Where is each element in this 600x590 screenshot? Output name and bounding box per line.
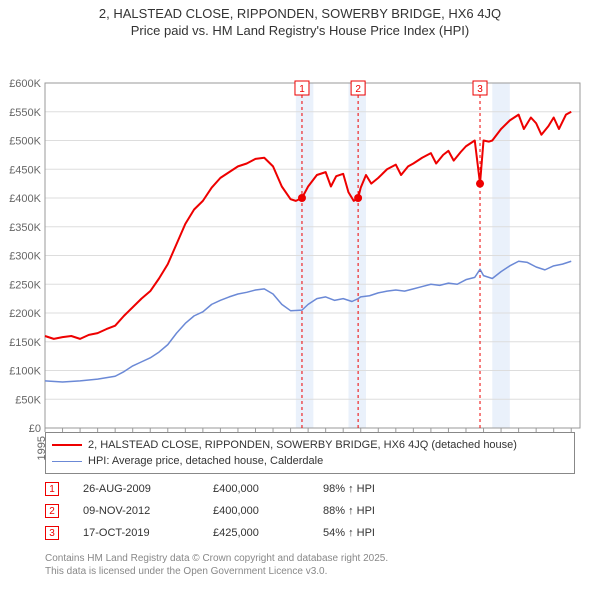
marker-price: £400,000	[213, 483, 323, 495]
legend-item: 2, HALSTEAD CLOSE, RIPPONDEN, SOWERBY BR…	[52, 437, 568, 453]
marker-pct: 98% ↑ HPI	[323, 483, 575, 495]
legend-swatch	[52, 461, 82, 462]
chart-container: 2, HALSTEAD CLOSE, RIPPONDEN, SOWERBY BR…	[0, 0, 600, 590]
legend: 2, HALSTEAD CLOSE, RIPPONDEN, SOWERBY BR…	[45, 432, 575, 474]
marker-flag-label: 3	[477, 84, 483, 95]
y-tick-label: £550K	[9, 107, 41, 119]
y-tick-label: £150K	[9, 337, 41, 349]
marker-flag-label: 1	[299, 84, 305, 95]
marker-date: 17-OCT-2019	[83, 527, 213, 539]
marker-date: 09-NOV-2012	[83, 505, 213, 517]
y-tick-label: £600K	[9, 78, 41, 90]
chart-titles: 2, HALSTEAD CLOSE, RIPPONDEN, SOWERBY BR…	[0, 0, 600, 38]
marker-badge: 2	[45, 504, 59, 518]
marker-row: 3 17-OCT-2019£425,00054% ↑ HPI	[45, 522, 575, 544]
marker-badge: 3	[45, 526, 59, 540]
marker-table: 1 26-AUG-2009£400,00098% ↑ HPI 2 09-NOV-201…	[45, 478, 575, 544]
marker-price: £400,000	[213, 505, 323, 517]
y-tick-label: £100K	[9, 366, 41, 378]
chart-title: 2, HALSTEAD CLOSE, RIPPONDEN, SOWERBY BR…	[0, 6, 600, 21]
attribution-line: This data is licensed under the Open Gov…	[45, 565, 575, 578]
attribution-line: Contains HM Land Registry data © Crown c…	[45, 552, 575, 565]
legend-swatch	[52, 444, 82, 446]
marker-date: 26-AUG-2009	[83, 483, 213, 495]
attribution: Contains HM Land Registry data © Crown c…	[45, 552, 575, 578]
marker-badge: 1	[45, 482, 59, 496]
y-tick-label: £300K	[9, 251, 41, 263]
legend-label: HPI: Average price, detached house, Cald…	[88, 455, 323, 467]
y-tick-label: £250K	[9, 279, 41, 291]
marker-point	[298, 194, 306, 202]
marker-price: £425,000	[213, 527, 323, 539]
marker-flag-label: 2	[355, 84, 361, 95]
marker-row: 1 26-AUG-2009£400,00098% ↑ HPI	[45, 478, 575, 500]
legend-label: 2, HALSTEAD CLOSE, RIPPONDEN, SOWERBY BR…	[88, 439, 517, 451]
marker-pct: 54% ↑ HPI	[323, 527, 575, 539]
y-tick-label: £400K	[9, 193, 41, 205]
marker-point	[476, 180, 484, 188]
y-tick-label: £500K	[9, 136, 41, 148]
y-tick-label: £0	[29, 423, 41, 435]
y-tick-label: £200K	[9, 308, 41, 320]
marker-row: 2 09-NOV-2012£400,00088% ↑ HPI	[45, 500, 575, 522]
legend-item: HPI: Average price, detached house, Cald…	[52, 453, 568, 469]
marker-pct: 88% ↑ HPI	[323, 505, 575, 517]
chart-subtitle: Price paid vs. HM Land Registry's House …	[0, 23, 600, 38]
line-chart: £0 £50K £100K £150K £200K £250K £300K £350K £400…	[0, 38, 600, 470]
y-tick-label: £450K	[9, 164, 41, 176]
y-tick-label: £350K	[9, 222, 41, 234]
y-tick-label: £50K	[15, 394, 41, 406]
marker-point	[354, 194, 362, 202]
